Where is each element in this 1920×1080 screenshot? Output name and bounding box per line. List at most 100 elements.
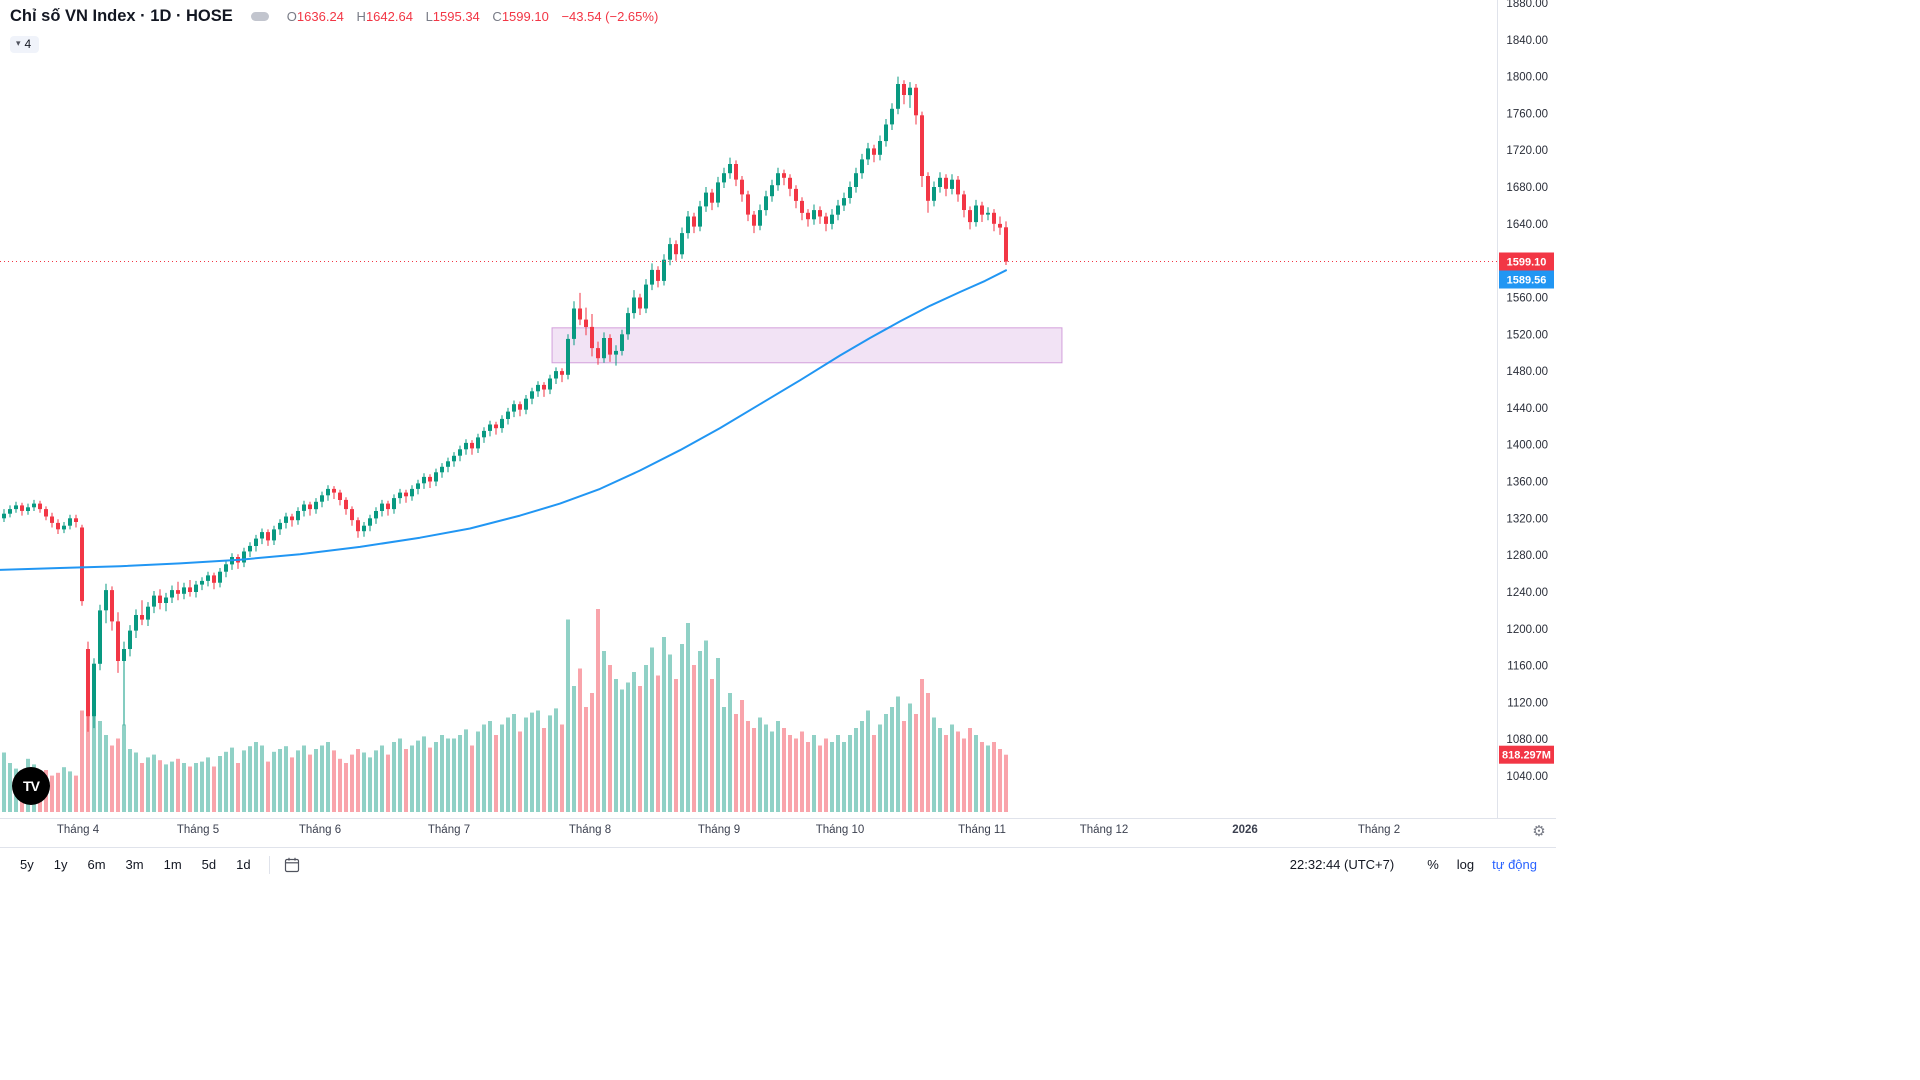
candle-body bbox=[776, 173, 780, 186]
drawn-rectangle-zone[interactable] bbox=[551, 327, 1063, 364]
volume-bar bbox=[518, 731, 522, 812]
volume-bar bbox=[158, 760, 162, 812]
candle-body bbox=[482, 430, 486, 438]
change-value: −43.54 (−2.65%) bbox=[561, 9, 659, 24]
chevron-down-icon: ▾ bbox=[16, 38, 21, 48]
candle-body bbox=[692, 216, 696, 227]
volume-bar bbox=[866, 710, 870, 812]
time-axis-label: Tháng 4 bbox=[57, 824, 100, 836]
volume-bar bbox=[740, 700, 744, 812]
candle-body bbox=[314, 501, 318, 510]
volume-bar bbox=[230, 747, 234, 812]
legend-collapse-button[interactable]: ▾ 4 bbox=[10, 35, 40, 53]
volume-bar bbox=[140, 763, 144, 812]
volume-bar bbox=[236, 763, 240, 812]
ohlc-low-value: 1595.34 bbox=[432, 9, 480, 24]
last-price-badge-text: 1599.10 bbox=[1507, 257, 1547, 269]
candle-body bbox=[548, 378, 552, 390]
axis-settings-button[interactable]: ⚙ bbox=[1527, 819, 1551, 843]
volume-bar bbox=[218, 756, 222, 812]
percent-scale-button[interactable]: % bbox=[1418, 852, 1448, 877]
range-6m-button[interactable]: 6m bbox=[77, 852, 115, 877]
chart-canvas[interactable]: 1880.00 1840.00 1800.00 1760.00 1720.00 1680.… bbox=[0, 0, 1556, 845]
candle-body bbox=[716, 182, 720, 203]
price-axis-label: 1040.00 bbox=[1506, 771, 1548, 783]
legend-visibility-icon[interactable] bbox=[250, 12, 269, 21]
candle-body bbox=[266, 532, 270, 541]
ohlc-open-label: O bbox=[286, 9, 297, 24]
candle-body bbox=[992, 212, 996, 224]
volume-bar bbox=[182, 763, 186, 812]
volume-bar bbox=[494, 735, 498, 812]
volume-bar bbox=[752, 728, 756, 812]
volume-bar bbox=[350, 754, 354, 812]
candle-body bbox=[296, 511, 300, 521]
candle-body bbox=[380, 503, 384, 511]
volume-bar bbox=[872, 735, 876, 812]
candle-body bbox=[830, 214, 834, 224]
time-axis[interactable] bbox=[0, 818, 1556, 845]
tradingview-logo[interactable]: TV bbox=[12, 767, 50, 805]
volume-bar bbox=[254, 742, 258, 812]
volume-bar bbox=[362, 752, 366, 812]
auto-scale-button[interactable]: tự động bbox=[1483, 852, 1546, 877]
price-axis-label: 1120.00 bbox=[1507, 697, 1548, 709]
volume-bar bbox=[902, 721, 906, 812]
candle-body bbox=[170, 590, 174, 598]
range-1d-button[interactable]: 1d bbox=[226, 852, 260, 877]
candle-body bbox=[824, 216, 828, 224]
volume-bar bbox=[326, 742, 330, 812]
log-scale-button[interactable]: log bbox=[1448, 852, 1483, 877]
volume-bar bbox=[764, 724, 768, 812]
candle-body bbox=[206, 575, 210, 581]
volume-bar bbox=[734, 714, 738, 812]
volume-bar bbox=[200, 761, 204, 812]
volume-bar bbox=[884, 714, 888, 812]
volume-bar bbox=[950, 724, 954, 812]
price-axis-label: 1680.00 bbox=[1506, 182, 1548, 194]
range-3m-button[interactable]: 3m bbox=[116, 852, 154, 877]
candle-body bbox=[620, 334, 624, 351]
range-1y-button[interactable]: 1y bbox=[44, 852, 78, 877]
volume-bar bbox=[476, 731, 480, 812]
candle-body bbox=[464, 442, 468, 450]
candle-body bbox=[452, 455, 456, 462]
volume-bar bbox=[536, 710, 540, 812]
volume-bar bbox=[392, 742, 396, 812]
volume-bar bbox=[584, 707, 588, 812]
volume-bar bbox=[920, 679, 924, 812]
range-5y-button[interactable]: 5y bbox=[10, 852, 44, 877]
candle-body bbox=[38, 503, 42, 510]
volume-bar bbox=[170, 761, 174, 812]
ohlc-values: O1636.24 H1642.64 L1595.34 C1599.10 −43.… bbox=[287, 9, 659, 24]
range-1m-button[interactable]: 1m bbox=[154, 852, 192, 877]
price-axis[interactable] bbox=[1497, 0, 1556, 818]
candle-body bbox=[974, 205, 978, 223]
range-5d-button[interactable]: 5d bbox=[192, 852, 226, 877]
symbol-title[interactable]: Chỉ số VN Index · 1D · HOSE bbox=[10, 7, 233, 25]
volume-bar bbox=[980, 742, 984, 812]
range-buttons: 5y 1y 6m 3m 1m 5d 1d bbox=[10, 852, 306, 877]
volume-bar bbox=[896, 696, 900, 812]
volume-bar bbox=[956, 731, 960, 812]
candle-body bbox=[536, 384, 540, 392]
candle-body bbox=[764, 196, 768, 211]
volume-bar bbox=[98, 721, 102, 812]
candle-body bbox=[110, 590, 114, 622]
price-axis-label: 1160.00 bbox=[1507, 661, 1548, 673]
candle-body bbox=[416, 483, 420, 489]
time-axis-label: Tháng 6 bbox=[299, 824, 341, 836]
clock-time[interactable]: 22:32:44 (UTC+7) bbox=[1289, 857, 1395, 872]
volume-bar bbox=[656, 675, 660, 812]
volume-bar bbox=[722, 707, 726, 812]
volume-bar bbox=[530, 712, 534, 812]
candle-body bbox=[182, 587, 186, 594]
price-axis-label: 1720.00 bbox=[1506, 145, 1548, 157]
candle-body bbox=[614, 350, 618, 355]
volume-bar bbox=[680, 644, 684, 812]
candle-body bbox=[344, 499, 348, 510]
volume-bar bbox=[134, 752, 138, 812]
legend-collapsed-row: ▾ 4 bbox=[10, 33, 658, 53]
volume-bar bbox=[500, 724, 504, 812]
go-to-date-button[interactable] bbox=[278, 854, 306, 876]
